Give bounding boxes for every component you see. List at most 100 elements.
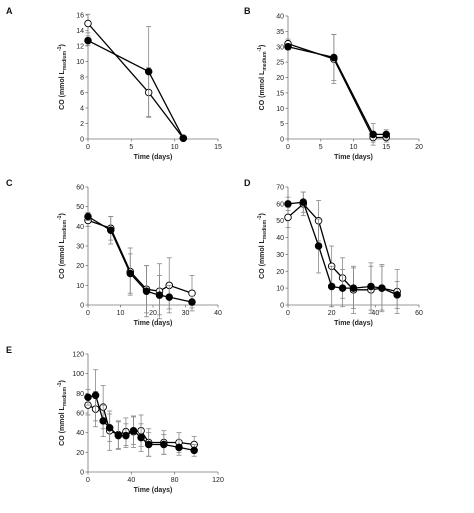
- y-tick-label: 60: [76, 185, 84, 192]
- x-tick-label: 20: [149, 310, 157, 317]
- panel-letter: D: [244, 178, 251, 188]
- series-filled: [284, 191, 401, 311]
- data-point: [349, 284, 358, 292]
- y-axis-title-sup: -1: [57, 215, 63, 220]
- series-line: [287, 46, 387, 136]
- x-tick-label: 40: [371, 310, 379, 317]
- data-point: [144, 67, 153, 76]
- y-tick-label: 25: [276, 60, 284, 67]
- data-point: [155, 291, 164, 299]
- panel-a: A 0 5 10 15 0 2 4 6 8 10 12 14 16 Time (days) CO (mmol …: [6, 6, 222, 161]
- data-point: [284, 213, 292, 222]
- y-axis-title: CO (mmol Lmedium-1): [57, 44, 68, 110]
- data-point: [91, 391, 100, 400]
- x-tick-label: 15: [382, 144, 390, 151]
- panel-letter: B: [244, 6, 251, 16]
- y-axis-title-sub: medium: [62, 219, 68, 239]
- y-tick-label: 6: [80, 90, 84, 97]
- y-tick-label: 70: [276, 185, 284, 192]
- data-point: [378, 284, 386, 292]
- data-point: [165, 293, 173, 301]
- y-axis-title-main: CO (mmol L: [259, 238, 266, 278]
- x-axis-title: Time (days): [334, 320, 373, 327]
- y-axis-title-close: ): [259, 213, 266, 215]
- y-tick-label: 20: [276, 75, 284, 82]
- y-axis-title: CO (mmol Lmedium-1): [257, 213, 268, 279]
- y-tick-label: 120: [72, 352, 84, 359]
- series-open: [84, 214, 196, 320]
- x-tick-label: 0: [86, 310, 90, 317]
- data-point: [99, 417, 107, 425]
- y-tick-label: 50: [276, 218, 284, 225]
- series-line: [87, 219, 193, 294]
- y-axis-title-sup: -1: [57, 46, 63, 51]
- x-tick-label: 80: [171, 477, 179, 484]
- x-axis-title: Time (days): [334, 154, 373, 161]
- y-axis-title-main: CO (mmol L: [259, 70, 266, 110]
- y-tick-label: 80: [76, 391, 84, 398]
- panel-c: C 0 10 20 30 40 0 10 20 30 40 50 60 Time (days) CO (mm…: [6, 178, 222, 327]
- y-tick-label: 10: [76, 283, 84, 290]
- data-point: [126, 269, 134, 278]
- series-filled: [84, 212, 196, 318]
- x-tick-label: 30: [182, 310, 190, 317]
- y-axis-title-close: ): [259, 45, 266, 47]
- y-axis-title-sup: -1: [257, 215, 263, 220]
- y-tick-label: 40: [76, 430, 84, 437]
- panel-letter: A: [6, 6, 13, 16]
- y-axis-title: CO (mmol Lmedium-1): [257, 45, 268, 111]
- x-tick-label: 0: [286, 144, 290, 151]
- data-point: [144, 440, 153, 449]
- y-axis-title-sub: medium: [62, 386, 68, 406]
- y-tick-label: 10: [76, 59, 84, 66]
- y-tick-label: 100: [72, 371, 84, 378]
- series-filled: [84, 26, 188, 142]
- series-line: [87, 23, 184, 139]
- y-tick-label: 10: [276, 286, 284, 293]
- x-tick-label: 60: [415, 310, 423, 317]
- y-tick-label: 20: [76, 450, 84, 457]
- y-tick-label: 14: [76, 28, 84, 35]
- data-point: [299, 198, 308, 206]
- x-tick-label: 15: [214, 144, 222, 151]
- series-line: [287, 43, 387, 139]
- y-axis-title-close: ): [59, 213, 66, 215]
- x-tick-label: 20: [328, 310, 336, 317]
- x-tick-label: 40: [214, 310, 222, 317]
- y-tick-label: 0: [80, 137, 84, 144]
- x-tick-label: 10: [171, 144, 179, 151]
- data-point: [84, 393, 92, 402]
- data-point: [129, 426, 138, 435]
- y-axis-title-sub: medium: [262, 219, 268, 239]
- series-filled: [284, 34, 391, 146]
- x-axis-title: Time (days): [134, 487, 173, 494]
- y-tick-label: 20: [76, 263, 84, 270]
- data-point: [330, 53, 338, 62]
- x-tick-label: 0: [286, 310, 290, 317]
- y-tick-label: 60: [76, 411, 84, 418]
- series-line: [87, 215, 193, 303]
- data-point: [367, 282, 375, 291]
- y-tick-label: 30: [276, 252, 284, 259]
- data-point: [175, 443, 183, 452]
- data-point: [105, 424, 114, 432]
- y-tick-label: 8: [80, 75, 84, 82]
- data-point: [190, 446, 198, 455]
- x-tick-label: 0: [86, 144, 90, 151]
- y-tick-label: 2: [80, 121, 84, 128]
- data-point: [106, 226, 115, 235]
- data-point: [188, 289, 196, 297]
- y-axis-title-main: CO (mmol L: [59, 69, 66, 109]
- data-point: [114, 431, 123, 440]
- data-point: [84, 19, 92, 28]
- y-axis-title-sub: medium: [262, 51, 268, 71]
- y-tick-label: 4: [80, 106, 84, 113]
- y-axis-title-main: CO (mmol L: [59, 238, 66, 278]
- data-point: [84, 36, 92, 45]
- x-tick-label: 5: [319, 144, 323, 151]
- x-tick-label: 120: [212, 477, 224, 484]
- y-tick-label: 30: [276, 44, 284, 51]
- y-tick-label: 0: [280, 303, 284, 310]
- y-axis-title: CO (mmol Lmedium-1): [57, 380, 68, 446]
